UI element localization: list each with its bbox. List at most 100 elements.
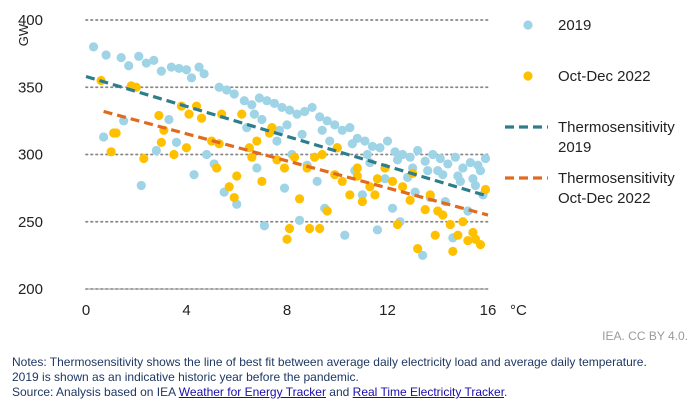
data-point-oct-dec-2022	[282, 234, 292, 244]
data-point-oct-dec-2022	[310, 152, 320, 162]
data-point-2019	[340, 230, 350, 240]
source-between: and	[325, 385, 353, 399]
data-point-2019	[387, 203, 398, 213]
data-point-2019	[367, 141, 378, 152]
data-point-2019	[247, 100, 257, 110]
data-point-oct-dec-2022	[237, 109, 247, 119]
trend-lines	[85, 74, 489, 217]
source-prefix: Source: Analysis based on IEA	[12, 385, 179, 399]
data-point-oct-dec-2022	[252, 136, 262, 146]
data-point-2019	[413, 145, 423, 156]
x-axis: 0 4 8 12 16	[82, 302, 497, 319]
data-point-oct-dec-2022	[139, 153, 149, 164]
data-point-oct-dec-2022	[425, 190, 435, 200]
data-point-2019	[279, 183, 290, 193]
legend-label: Thermosensitivity	[558, 119, 675, 136]
legend-item: 2019	[523, 17, 591, 34]
data-point-oct-dec-2022	[212, 163, 222, 173]
data-point-2019	[151, 145, 161, 156]
data-point-2019	[443, 159, 453, 169]
data-point-2019	[269, 98, 280, 108]
notes: Notes: Thermosensitivity shows the line …	[12, 355, 692, 400]
data-point-oct-dec-2022	[420, 205, 430, 215]
data-point-oct-dec-2022	[365, 182, 375, 192]
credit-text: IEA. CC BY 4.0.	[602, 329, 688, 343]
legend-item: Thermosensitivity 2019	[505, 119, 675, 156]
data-point-2019	[453, 171, 463, 181]
data-point-2019	[136, 180, 146, 191]
data-point-oct-dec-2022	[156, 137, 166, 147]
data-point-2019	[98, 132, 109, 142]
weather-tracker-link[interactable]: Weather for Energy Tracker	[178, 385, 326, 399]
data-point-oct-dec-2022	[357, 196, 367, 207]
x-tick-label: 4	[182, 302, 190, 319]
data-point-oct-dec-2022	[305, 223, 315, 234]
data-point-2019	[405, 152, 415, 162]
data-point-2019	[465, 157, 476, 168]
data-point-2019	[171, 137, 182, 147]
legend-marker	[523, 71, 533, 81]
legend-label: 2019	[558, 139, 591, 156]
data-point-2019	[166, 62, 177, 72]
data-point-2019	[468, 174, 478, 184]
legend-item: Oct-Dec 2022	[523, 68, 651, 85]
data-point-2019	[423, 166, 433, 176]
notes-line-1: Notes: Thermosensitivity shows the line …	[12, 355, 647, 369]
data-point-2019	[382, 136, 393, 146]
data-point-oct-dec-2022	[169, 149, 179, 160]
data-point-oct-dec-2022	[317, 149, 327, 160]
data-point-2019	[292, 109, 302, 119]
legend-marker	[523, 20, 533, 30]
data-point-oct-dec-2022	[448, 246, 458, 256]
data-point-oct-dec-2022	[475, 240, 486, 250]
data-point-2019	[101, 50, 111, 60]
data-point-oct-dec-2022	[196, 113, 207, 123]
data-point-2019	[392, 155, 403, 165]
data-point-2019	[337, 125, 347, 135]
legend-label: 2019	[558, 17, 591, 34]
data-point-2019	[259, 221, 269, 231]
data-point-2019	[88, 42, 99, 52]
gridlines	[85, 19, 489, 290]
data-point-2019	[420, 156, 430, 166]
x-tick-label: 12	[379, 302, 396, 319]
data-point-oct-dec-2022	[315, 223, 325, 234]
data-point-2019	[239, 96, 249, 106]
electricity-tracker-link[interactable]: Real Time Electricity Tracker	[352, 385, 505, 399]
data-point-oct-dec-2022	[372, 174, 383, 184]
data-point-oct-dec-2022	[392, 219, 403, 230]
data-point-2019	[141, 58, 151, 68]
data-point-2019	[347, 139, 357, 149]
data-point-2019	[252, 163, 262, 173]
data-point-2019	[390, 147, 400, 157]
y-tick-label: 200	[18, 281, 43, 298]
data-point-2019	[156, 66, 166, 76]
data-point-2019	[475, 166, 486, 176]
data-point-oct-dec-2022	[480, 184, 491, 195]
data-point-oct-dec-2022	[154, 110, 164, 121]
data-point-2019	[362, 149, 372, 160]
data-point-oct-dec-2022	[430, 230, 440, 240]
data-point-oct-dec-2022	[370, 190, 380, 200]
data-point-2019	[450, 152, 460, 162]
source-suffix: .	[504, 385, 508, 399]
y-axis-label: GW	[16, 23, 31, 46]
data-point-2019	[262, 96, 272, 106]
data-point-oct-dec-2022	[387, 176, 398, 186]
y-axis: 200 250 300 350 400	[18, 12, 43, 298]
data-point-2019	[480, 153, 491, 164]
data-point-oct-dec-2022	[413, 244, 423, 254]
data-point-2019	[372, 225, 383, 235]
data-point-oct-dec-2022	[397, 182, 408, 192]
x-axis-label: °C	[510, 302, 527, 319]
data-point-2019	[257, 114, 267, 125]
legend-item: Thermosensitivity Oct-Dec 2022	[505, 170, 675, 207]
data-point-2019	[214, 82, 224, 92]
data-point-2019	[315, 112, 325, 122]
data-point-oct-dec-2022	[337, 176, 347, 186]
data-point-2019	[194, 62, 204, 72]
data-point-2019	[357, 190, 367, 200]
data-point-2019	[418, 250, 428, 260]
x-tick-label: 0	[82, 302, 90, 319]
